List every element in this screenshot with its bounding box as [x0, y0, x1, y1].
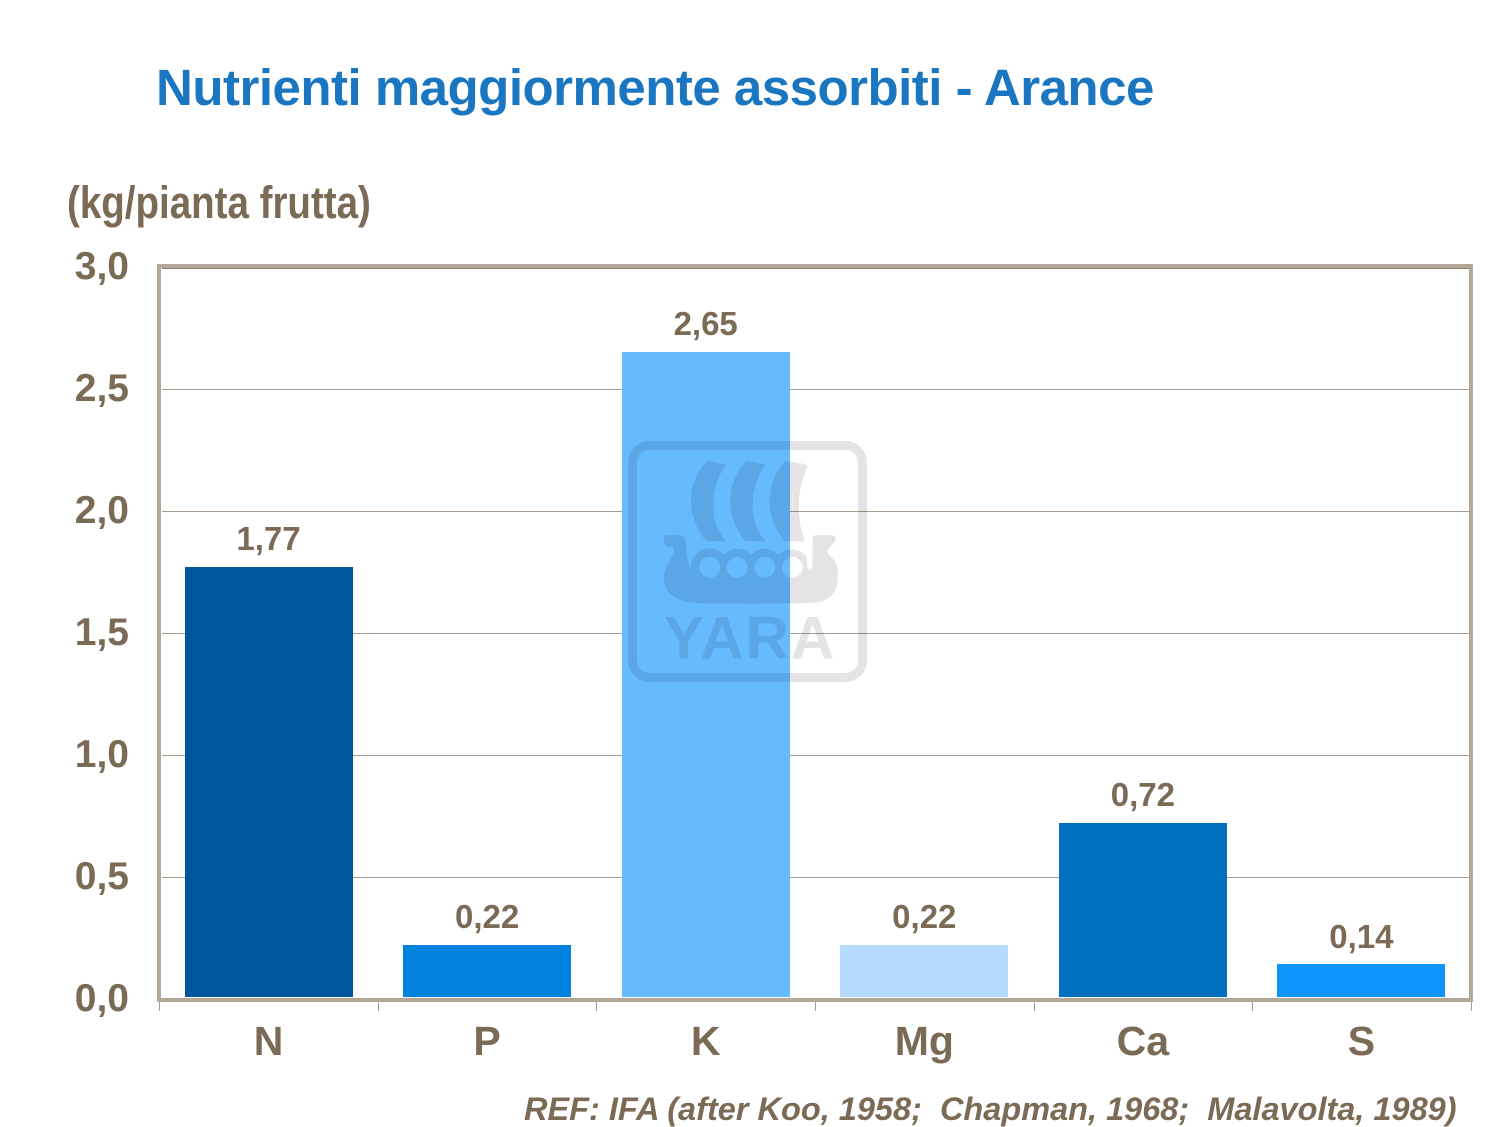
svg-text:YARA: YARA: [664, 605, 837, 672]
